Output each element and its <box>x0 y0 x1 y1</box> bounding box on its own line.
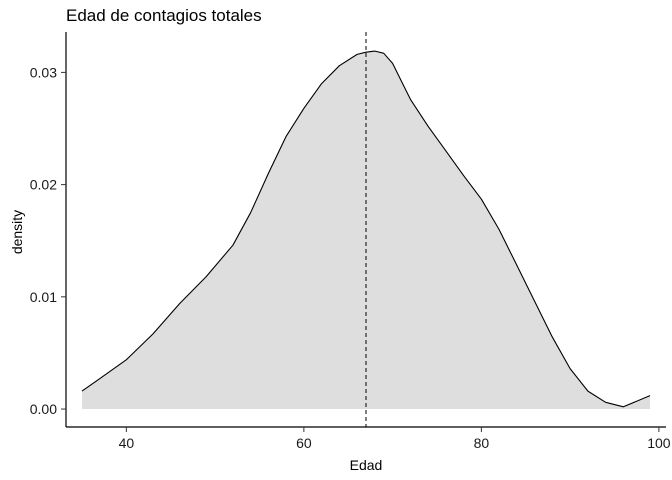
x-axis-title: Edad <box>350 457 383 473</box>
y-tick-label: 0.02 <box>30 177 57 193</box>
x-tick-label: 40 <box>119 435 135 451</box>
y-tick-label: 0.03 <box>30 64 57 80</box>
y-axis-title: density <box>9 210 25 254</box>
chart-title: Edad de contagios totales <box>66 6 262 25</box>
density-curve <box>81 50 651 408</box>
x-tick-label: 80 <box>474 435 490 451</box>
y-tick-label: 0.00 <box>30 401 57 417</box>
x-tick-label: 60 <box>296 435 312 451</box>
x-tick-label: 100 <box>647 435 671 451</box>
y-tick-label: 0.01 <box>30 289 57 305</box>
